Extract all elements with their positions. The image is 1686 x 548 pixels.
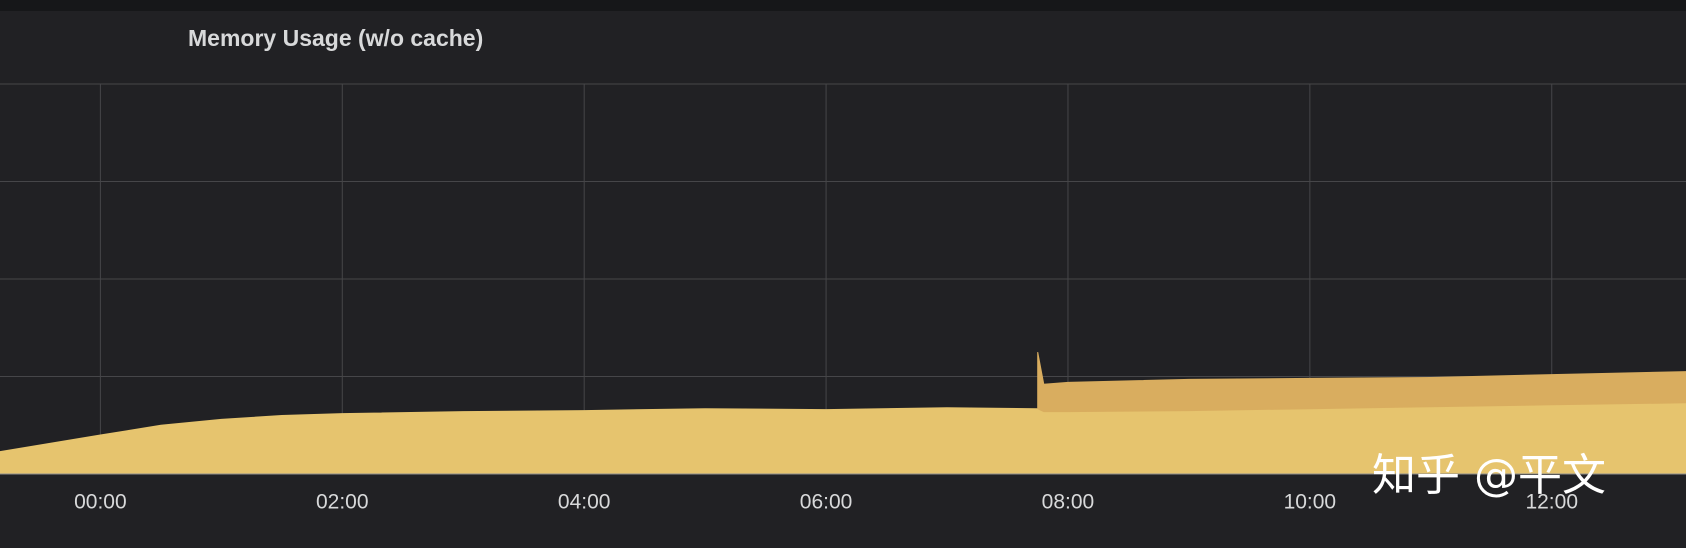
plot-area [0,352,1686,475]
x-tick-label: 02:00 [316,491,369,514]
x-tick-label: 10:00 [1284,491,1337,514]
x-tick-label: 06:00 [800,491,853,514]
x-tick-label: 08:00 [1042,491,1095,514]
watermark: 知乎 @平文 [1372,450,1606,501]
x-tick-label: 12:00 [1525,491,1578,514]
area [1037,352,1686,413]
chart-title: Memory Usage (w/o cache) [188,25,483,51]
x-tick-label: 00:00 [74,491,127,514]
x-axis: 00:00 02:00 04:00 06:00 08:00 10:00 12:00 [0,473,1686,514]
x-tick-label: 04:00 [558,491,611,514]
top-bar [0,0,1686,11]
